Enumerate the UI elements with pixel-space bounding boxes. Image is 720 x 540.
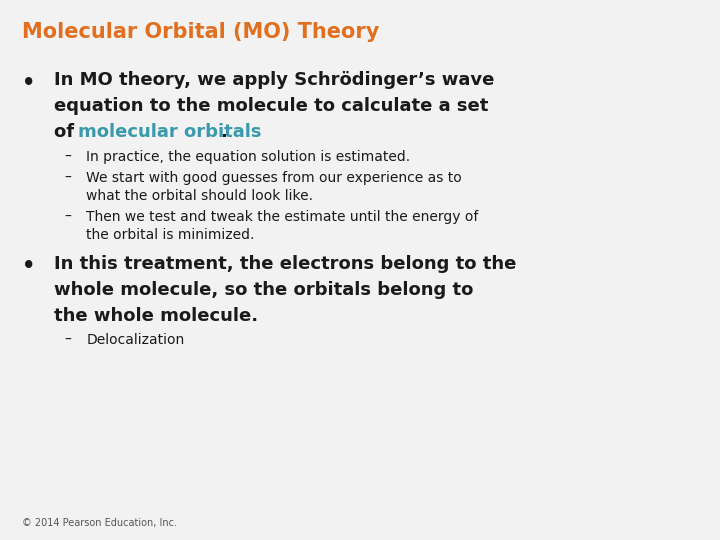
Text: .: .: [220, 123, 228, 141]
Text: Delocalization: Delocalization: [86, 333, 184, 347]
Text: © 2014 Pearson Education, Inc.: © 2014 Pearson Education, Inc.: [22, 518, 176, 528]
Text: the orbital is minimized.: the orbital is minimized.: [86, 228, 255, 242]
Text: Molecular Orbital (MO) Theory: Molecular Orbital (MO) Theory: [22, 22, 379, 42]
Text: –: –: [65, 333, 72, 347]
Text: –: –: [65, 210, 72, 224]
Text: Then we test and tweak the estimate until the energy of: Then we test and tweak the estimate unti…: [86, 210, 479, 224]
Text: molecular orbitals: molecular orbitals: [78, 123, 261, 141]
Text: •: •: [22, 256, 35, 276]
Text: In practice, the equation solution is estimated.: In practice, the equation solution is es…: [86, 150, 410, 164]
Text: what the orbital should look like.: what the orbital should look like.: [86, 189, 313, 203]
Text: of: of: [54, 123, 81, 141]
Text: –: –: [65, 150, 72, 164]
Text: whole molecule, so the orbitals belong to: whole molecule, so the orbitals belong t…: [54, 281, 473, 299]
Text: In MO theory, we apply Schrödinger’s wave: In MO theory, we apply Schrödinger’s wav…: [54, 71, 495, 89]
Text: •: •: [22, 73, 35, 93]
Text: In this treatment, the electrons belong to the: In this treatment, the electrons belong …: [54, 255, 516, 273]
Text: We start with good guesses from our experience as to: We start with good guesses from our expe…: [86, 171, 462, 185]
Text: the whole molecule.: the whole molecule.: [54, 307, 258, 325]
Text: equation to the molecule to calculate a set: equation to the molecule to calculate a …: [54, 97, 488, 115]
Text: –: –: [65, 171, 72, 185]
